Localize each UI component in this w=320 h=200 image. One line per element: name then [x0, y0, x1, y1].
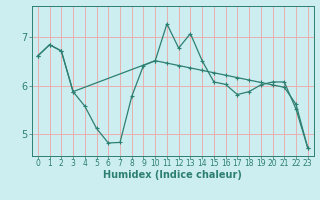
X-axis label: Humidex (Indice chaleur): Humidex (Indice chaleur) [103, 170, 242, 180]
